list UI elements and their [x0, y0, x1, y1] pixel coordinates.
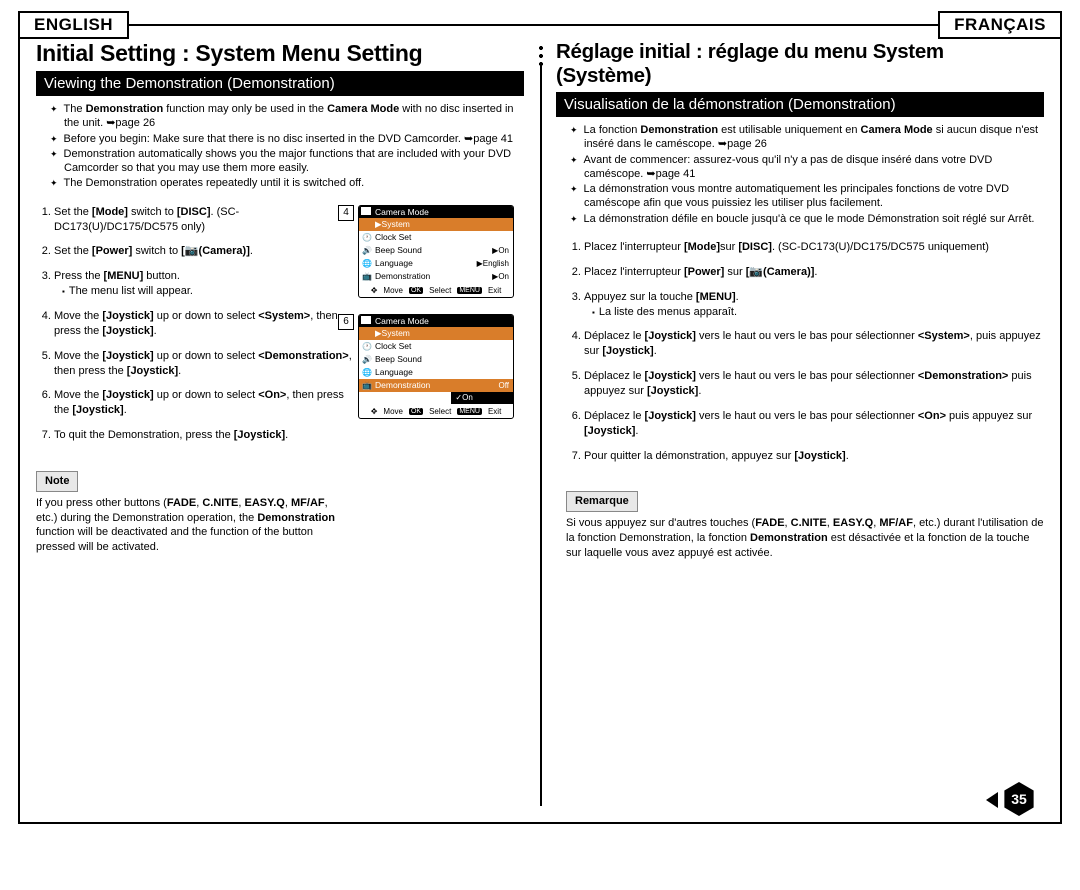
- bullet-item: Before you begin: Make sure that there i…: [42, 132, 524, 146]
- menu-row: 🔊Beep Sound: [359, 353, 513, 366]
- shot4-footer: ✥Move OKSelect MENUExit: [359, 283, 513, 297]
- english-column: Initial Setting : System Menu Setting Vi…: [20, 26, 540, 561]
- note-label-fr: Remarque: [566, 491, 638, 512]
- menu-row: 📺DemonstrationOff: [359, 379, 513, 392]
- bullet-item: The Demonstration operates repeatedly un…: [42, 176, 524, 190]
- shot-num-4: 4: [338, 205, 354, 221]
- title-fr: Réglage initial : réglage du menu System…: [556, 40, 1044, 88]
- note-text-fr: Si vous appuyez sur d'autres touches (FA…: [566, 516, 1044, 561]
- column-divider: [540, 66, 542, 806]
- screenshots: 4 Camera Mode ▶System 🕐Clock Set🔊Beep So…: [358, 205, 518, 555]
- bullet-item: La fonction Demonstration est utilisable…: [562, 123, 1044, 152]
- bullet-item: Avant de commencer: assurez-vous qu'il n…: [562, 153, 1044, 182]
- menu-row: 🌐Language▶English: [359, 257, 513, 270]
- bullet-item: La démonstration défile en boucle jusqu'…: [562, 212, 1044, 226]
- title-en: Initial Setting : System Menu Setting: [36, 40, 524, 67]
- lang-english: ENGLISH: [18, 11, 129, 39]
- screenshot-4: 4 Camera Mode ▶System 🕐Clock Set🔊Beep So…: [358, 205, 518, 298]
- menu-row: 🕐Clock Set: [359, 340, 513, 353]
- step-item: Move the [Joystick] up or down to select…: [54, 309, 352, 339]
- prev-page-icon: [986, 792, 998, 808]
- shot6-system: ▶System: [359, 327, 513, 340]
- shot6-subopt: ✓On: [451, 392, 513, 404]
- step-item: Press the [MENU] button.The menu list wi…: [54, 269, 352, 299]
- bullet-item: The Demonstration function may only be u…: [42, 102, 524, 131]
- step-item: Placez l'interrupteur [Mode]sur [DISC]. …: [584, 240, 1044, 255]
- bullets-en: The Demonstration function may only be u…: [36, 102, 524, 191]
- section-bar-en: Viewing the Demonstration (Demonstration…: [36, 71, 524, 96]
- french-column: Réglage initial : réglage du menu System…: [540, 26, 1060, 561]
- shot4-title: Camera Mode: [359, 206, 513, 218]
- menu-row: 🔊Beep Sound▶On: [359, 244, 513, 257]
- menu-row: 🕐Clock Set: [359, 231, 513, 244]
- bullet-item: Demonstration automatically shows you th…: [42, 147, 524, 176]
- step-item: Placez l'interrupteur [Power] sur [📷(Cam…: [584, 265, 1044, 280]
- shot6-footer: ✥Move OKSelect MENUExit: [359, 404, 513, 418]
- step-item: Set the [Power] switch to [📷(Camera)].: [54, 244, 352, 259]
- step-item: To quit the Demonstration, press the [Jo…: [54, 428, 352, 443]
- lang-francais: FRANÇAIS: [938, 11, 1062, 39]
- manual-page: ENGLISH FRANÇAIS Initial Setting : Syste…: [18, 24, 1062, 824]
- step-item: Set the [Mode] switch to [DISC]. (SC-DC1…: [54, 205, 352, 235]
- note-text-en: If you press other buttons (FADE, C.NITE…: [36, 496, 352, 555]
- shot-num-6: 6: [338, 314, 354, 330]
- menu-row: 📺Demonstration▶On: [359, 270, 513, 283]
- step-item: Pour quitter la démonstration, appuyez s…: [584, 449, 1044, 464]
- menu-row: 🌐Language: [359, 366, 513, 379]
- shot6-title: Camera Mode: [359, 315, 513, 327]
- step-item: Move the [Joystick] up or down to select…: [54, 388, 352, 418]
- steps-en: Set the [Mode] switch to [DISC]. (SC-DC1…: [36, 205, 352, 555]
- step-item: Déplacez le [Joystick] vers le haut ou v…: [584, 369, 1044, 399]
- section-bar-fr: Visualisation de la démonstration (Demon…: [556, 92, 1044, 117]
- step-item: Move the [Joystick] up or down to select…: [54, 349, 352, 379]
- steps-fr: Placez l'interrupteur [Mode]sur [DISC]. …: [566, 240, 1044, 561]
- page-number: 35: [1002, 782, 1036, 816]
- bullet-item: La démonstration vous montre automatique…: [562, 182, 1044, 211]
- step-item: Déplacez le [Joystick] vers le haut ou v…: [584, 409, 1044, 439]
- screenshot-6: 6 Camera Mode ▶System 🕐Clock Set🔊Beep So…: [358, 314, 518, 419]
- note-label-en: Note: [36, 471, 78, 492]
- bullets-fr: La fonction Demonstration est utilisable…: [556, 123, 1044, 226]
- language-labels: ENGLISH FRANÇAIS: [18, 11, 1062, 39]
- step-item: Appuyez sur la touche [MENU].La liste de…: [584, 290, 1044, 320]
- step-item: Déplacez le [Joystick] vers le haut ou v…: [584, 329, 1044, 359]
- shot4-system: ▶System: [359, 218, 513, 231]
